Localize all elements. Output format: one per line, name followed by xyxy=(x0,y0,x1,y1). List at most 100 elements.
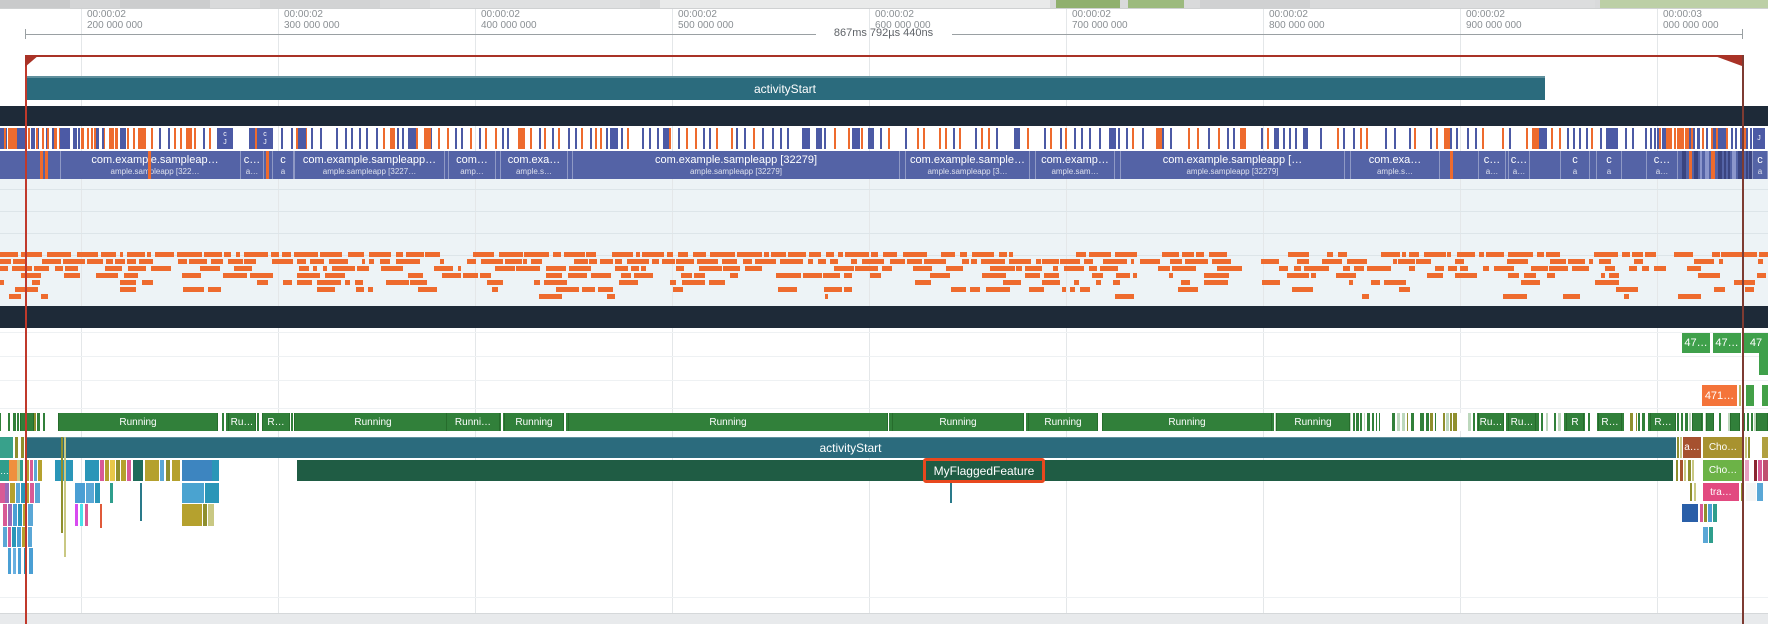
cpu-slice-wide[interactable] xyxy=(140,128,146,149)
running-slice[interactable] xyxy=(1756,413,1768,431)
process-slice[interactable]: com.example.sampleapp [… ample.sampleapp … xyxy=(1120,151,1345,179)
running-stripe[interactable] xyxy=(1689,413,1692,431)
sched-slice[interactable] xyxy=(207,287,221,292)
sched-slice[interactable] xyxy=(807,259,814,264)
running-stripe[interactable] xyxy=(52,413,54,431)
running-slice[interactable]: Running xyxy=(58,413,218,431)
running-slice[interactable]: Running xyxy=(568,413,888,431)
cpu-tick[interactable] xyxy=(709,128,712,149)
cpu-tick[interactable] xyxy=(1650,128,1652,149)
flame-slice[interactable] xyxy=(18,504,22,526)
cpu-tick[interactable] xyxy=(454,128,457,149)
cpu-tick[interactable] xyxy=(469,128,472,149)
sched-slice[interactable] xyxy=(54,266,64,271)
sched-slice[interactable] xyxy=(1348,280,1353,285)
sched-slice[interactable] xyxy=(204,252,223,257)
running-stripe[interactable] xyxy=(502,413,504,431)
process-dense-stripe[interactable] xyxy=(1745,151,1748,179)
sched-slice[interactable] xyxy=(763,252,769,257)
sched-slice[interactable] xyxy=(1601,273,1605,278)
sched-slice[interactable] xyxy=(1457,252,1476,257)
sched-slice[interactable] xyxy=(31,280,40,285)
running-slice[interactable]: R… xyxy=(262,413,290,431)
cpu-tick[interactable] xyxy=(922,128,925,149)
sched-slice[interactable] xyxy=(1524,273,1537,278)
sched-slice[interactable] xyxy=(313,266,318,271)
flame-slice[interactable] xyxy=(18,548,21,574)
slice-stripe[interactable] xyxy=(1680,460,1683,481)
sched-slice[interactable] xyxy=(930,273,950,278)
running-stripe[interactable] xyxy=(1680,413,1684,431)
sched-slice[interactable] xyxy=(0,259,11,264)
cpu-tick[interactable] xyxy=(605,128,608,149)
cpu-tick[interactable] xyxy=(180,128,183,149)
sched-slice[interactable] xyxy=(951,287,967,292)
flame-slice[interactable] xyxy=(166,460,170,481)
sched-slice[interactable] xyxy=(1042,280,1060,285)
cpu-tick[interactable] xyxy=(336,128,339,149)
cpu-slice-wide[interactable] xyxy=(1240,128,1246,149)
cpu-tick[interactable] xyxy=(1430,128,1433,149)
sched-slice[interactable] xyxy=(417,287,438,292)
flame-slice[interactable] xyxy=(75,483,85,503)
flame-slice[interactable] xyxy=(127,460,131,481)
running-stripe[interactable] xyxy=(1742,413,1745,431)
slice-stripe[interactable] xyxy=(1746,483,1756,501)
sched-slice[interactable] xyxy=(1211,259,1232,264)
sched-slice[interactable] xyxy=(1016,266,1022,271)
cpu-tick[interactable] xyxy=(816,128,823,149)
cpu-tick[interactable] xyxy=(90,128,93,149)
slice-labeled[interactable] xyxy=(1700,504,1703,522)
sched-slice[interactable] xyxy=(355,287,364,292)
cpu-tick[interactable] xyxy=(1743,128,1746,149)
sched-slice[interactable] xyxy=(914,280,932,285)
running-stripe[interactable] xyxy=(1587,413,1591,431)
cpu-tick[interactable] xyxy=(1525,128,1528,149)
sched-slice[interactable] xyxy=(1260,259,1279,264)
sched-slice[interactable] xyxy=(946,266,963,271)
sched-slice[interactable] xyxy=(104,266,122,271)
flame-slice[interactable]: … xyxy=(0,460,9,481)
sched-slice[interactable] xyxy=(598,287,613,292)
sched-slice[interactable] xyxy=(1629,266,1637,271)
cpu-tick[interactable] xyxy=(888,128,891,149)
flame-slice[interactable] xyxy=(38,460,42,481)
sched-slice[interactable] xyxy=(633,273,654,278)
slice-labeled[interactable]: Cho… xyxy=(1703,437,1743,458)
slice-stripe[interactable] xyxy=(1684,460,1686,481)
running-slice[interactable]: Running xyxy=(504,413,564,431)
sched-slice[interactable] xyxy=(47,252,71,257)
sched-slice[interactable] xyxy=(105,259,113,264)
marker-line-start[interactable] xyxy=(25,55,27,624)
sched-slice[interactable] xyxy=(457,266,462,271)
process-dense-stripe[interactable] xyxy=(1717,151,1722,179)
running-stripe[interactable] xyxy=(1750,413,1754,431)
sched-slice[interactable] xyxy=(1102,259,1127,264)
running-slice[interactable]: R xyxy=(1566,413,1584,431)
flame-slice[interactable] xyxy=(10,483,15,503)
cpu-tick[interactable] xyxy=(833,128,836,149)
cpu-tick[interactable] xyxy=(1579,128,1582,149)
process-slice[interactable]: com.exa… ample.s… xyxy=(500,151,568,179)
cpu-tick[interactable] xyxy=(1658,128,1661,149)
slice-stripe[interactable] xyxy=(1757,483,1763,501)
running-stripe[interactable] xyxy=(1536,413,1540,431)
running-stripe[interactable] xyxy=(1549,413,1553,431)
sched-slice[interactable] xyxy=(1426,273,1443,278)
sched-slice[interactable] xyxy=(1742,252,1757,257)
running-stripe[interactable] xyxy=(1410,413,1414,431)
process-dense-stripe[interactable] xyxy=(1723,151,1727,179)
sched-slice[interactable] xyxy=(296,259,306,264)
sched-slice[interactable] xyxy=(552,252,561,257)
sched-slice[interactable] xyxy=(1571,266,1590,271)
cpu-tick[interactable] xyxy=(1319,128,1322,149)
cpu-tick[interactable] xyxy=(694,128,697,149)
cpu-tick[interactable] xyxy=(1366,128,1369,149)
cpu-tick[interactable] xyxy=(1273,128,1280,149)
sched-slice[interactable] xyxy=(985,287,1011,292)
cpu-tick[interactable] xyxy=(958,128,961,149)
process-slice[interactable]: com.example.sample… ample.sampleapp [3… xyxy=(905,151,1030,179)
sched-slice[interactable] xyxy=(1353,266,1364,271)
cpu-tick[interactable] xyxy=(847,128,850,149)
